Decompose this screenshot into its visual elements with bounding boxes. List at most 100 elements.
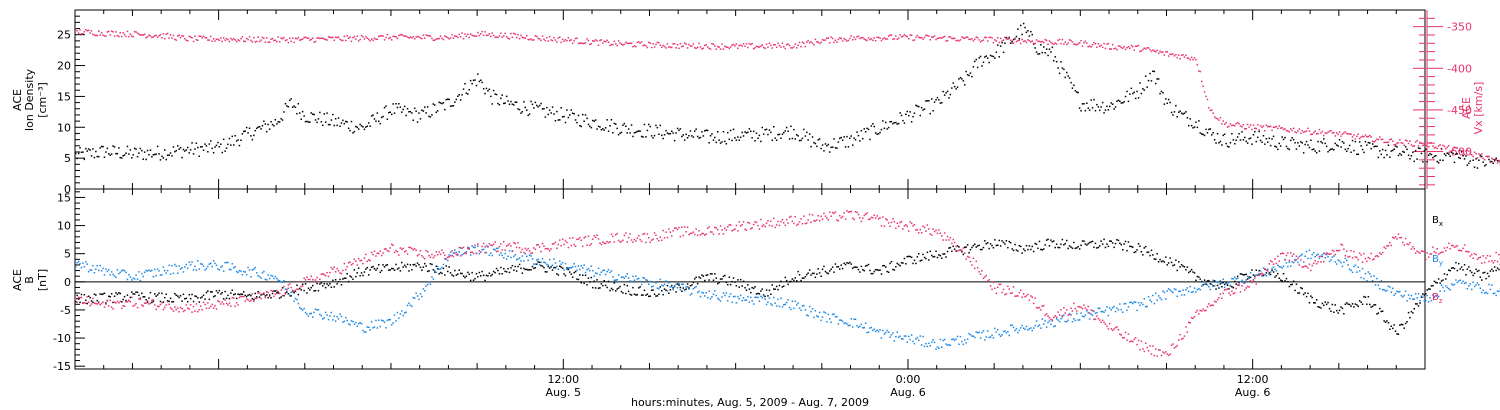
point-ion-density (455, 98, 458, 101)
point-bx (1226, 284, 1229, 286)
point-ion-density (650, 135, 653, 137)
point-ion-density (1450, 151, 1453, 154)
point-bx (347, 280, 350, 283)
point-ion-density (788, 138, 791, 140)
point-vx (1320, 132, 1322, 134)
point-vx (916, 34, 919, 37)
point-ion-density (1364, 140, 1367, 143)
point-ion-density (112, 145, 114, 147)
point-by (538, 264, 541, 266)
point-bx (1002, 241, 1005, 244)
point-ion-density (342, 119, 344, 122)
point-by (442, 263, 445, 266)
point-by (561, 261, 564, 264)
point-ion-density (569, 114, 571, 116)
point-bx (1107, 245, 1110, 248)
point-by (537, 258, 539, 261)
point-ion-density (1386, 154, 1388, 156)
point-bx (771, 284, 773, 286)
point-by (399, 313, 402, 315)
point-by (181, 267, 183, 269)
point-bx (642, 294, 644, 296)
point-by (1037, 325, 1039, 327)
point-bx (1110, 240, 1112, 242)
point-vx (224, 39, 226, 41)
point-bx (671, 284, 673, 287)
point-vx (1142, 48, 1144, 51)
point-ion-density (149, 149, 152, 151)
point-by (785, 301, 788, 304)
point-ion-density (544, 116, 547, 118)
point-vx (164, 38, 166, 40)
point-by (461, 254, 463, 256)
point-vx (854, 38, 857, 41)
point-ion-density (975, 58, 977, 61)
point-by (1054, 325, 1056, 327)
point-ion-density (600, 129, 603, 131)
point-vx (557, 37, 560, 39)
point-vx (1213, 116, 1216, 118)
point-bx (1285, 277, 1288, 280)
point-vx (625, 41, 627, 44)
point-ion-density (457, 95, 459, 97)
point-vx (737, 47, 739, 49)
point-by (202, 265, 205, 267)
point-vx (316, 37, 318, 39)
point-ion-density (204, 143, 206, 145)
point-bx (536, 263, 538, 265)
point-bx (1007, 246, 1009, 249)
point-bx (627, 290, 630, 293)
point-ion-density (705, 129, 707, 131)
point-vx (148, 34, 150, 36)
point-vx (797, 44, 799, 46)
point-by (948, 344, 950, 346)
point-by (451, 254, 453, 257)
point-bx (1337, 312, 1339, 314)
point-bx (738, 286, 740, 288)
point-bx (1277, 272, 1279, 275)
point-bx (1186, 266, 1189, 268)
point-ion-density (218, 146, 221, 148)
point-bx (1423, 294, 1426, 296)
point-ion-density (718, 139, 720, 141)
point-bx (156, 294, 159, 296)
point-ion-density (1076, 91, 1078, 93)
point-by (991, 334, 993, 336)
point-vx (794, 43, 796, 45)
point-bx (1116, 239, 1118, 241)
point-vx (309, 39, 311, 41)
point-ion-density (543, 108, 545, 110)
point-ion-density (396, 106, 399, 109)
point-bx (385, 264, 387, 267)
point-by (411, 305, 413, 308)
point-bx (1087, 242, 1089, 245)
point-bx (1055, 243, 1058, 245)
point-bx (571, 276, 574, 278)
point-by (879, 329, 881, 331)
point-ion-density (131, 157, 133, 159)
point-vx (948, 36, 950, 38)
point-vx (435, 38, 437, 40)
point-vx (1257, 124, 1259, 126)
point-ion-density (775, 139, 778, 141)
point-by (412, 296, 414, 299)
point-ion-density (811, 136, 814, 138)
point-vx (363, 38, 366, 40)
point-ion-density (890, 120, 893, 123)
point-vx (113, 35, 116, 37)
point-vx (1364, 134, 1367, 136)
point-by (95, 268, 97, 270)
point-bx (604, 284, 607, 287)
point-ion-density (610, 119, 613, 121)
point-vx (1435, 146, 1437, 149)
point-ion-density (856, 131, 858, 133)
point-by (920, 344, 923, 346)
point-by (513, 255, 515, 258)
point-vx (787, 43, 789, 45)
point-vx (1038, 40, 1041, 43)
point-bx (1196, 275, 1199, 278)
point-vx (505, 36, 508, 38)
point-vx (339, 38, 341, 40)
point-ion-density (1134, 97, 1137, 100)
point-vx (1325, 132, 1328, 135)
